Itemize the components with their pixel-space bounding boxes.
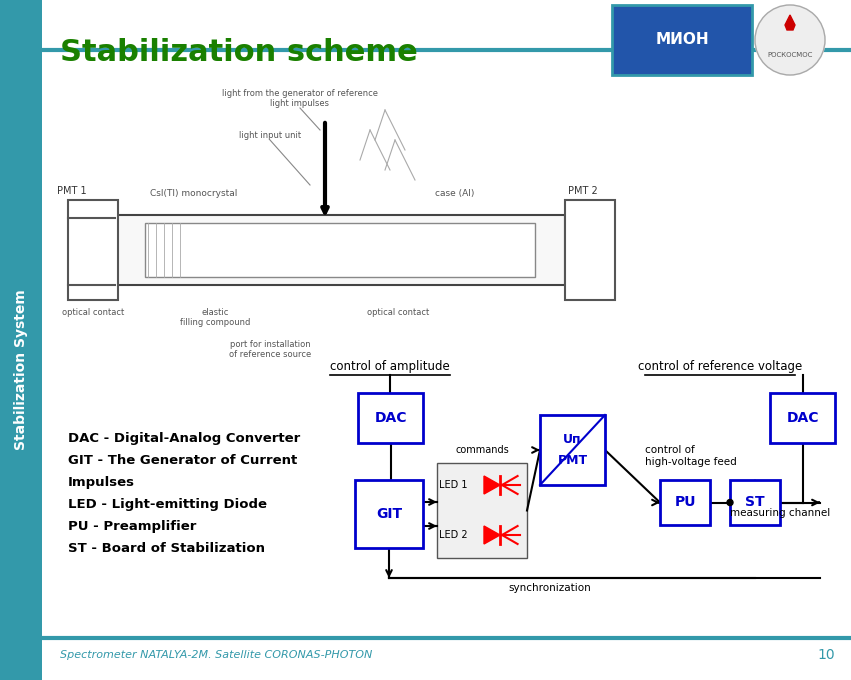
Polygon shape (785, 15, 795, 30)
Text: PMT: PMT (557, 454, 587, 467)
Text: port for installation
of reference source: port for installation of reference sourc… (229, 340, 311, 360)
Text: measuring channel: measuring channel (730, 507, 830, 517)
Circle shape (727, 500, 733, 505)
Text: DAC: DAC (786, 411, 819, 425)
Text: light from the generator of reference: light from the generator of reference (222, 89, 378, 98)
Text: 10: 10 (817, 648, 835, 662)
Text: Uп: Uп (563, 433, 582, 446)
Bar (437, 463, 527, 558)
Text: control of amplitude: control of amplitude (330, 360, 450, 373)
Text: elastic
filling compound: elastic filling compound (180, 308, 250, 327)
Text: Spectrometer NATALYA-2M. Satellite CORONAS-PHOTON: Spectrometer NATALYA-2M. Satellite CORON… (60, 650, 373, 660)
Bar (540, 415, 605, 485)
Text: control of reference voltage: control of reference voltage (638, 360, 802, 373)
Text: ST - Board of Stabilization: ST - Board of Stabilization (68, 542, 265, 555)
Text: DAC: DAC (374, 411, 407, 425)
Text: LED 1: LED 1 (439, 480, 467, 490)
Bar (730, 480, 780, 525)
Text: РОСКОСМОС: РОСКОСМОС (768, 52, 813, 58)
Bar (660, 480, 710, 525)
Text: PMT 2: PMT 2 (568, 186, 597, 196)
Text: GIT - The Generator of Current: GIT - The Generator of Current (68, 454, 297, 467)
Text: Stabilization System: Stabilization System (14, 290, 28, 450)
Bar (565, 200, 615, 300)
Text: ST: ST (745, 496, 765, 509)
Text: МИОН: МИОН (655, 33, 709, 48)
Bar (612, 5, 752, 75)
Text: LED - Light-emitting Diode: LED - Light-emitting Diode (68, 498, 267, 511)
Bar (145, 223, 535, 277)
Text: Stabilization scheme: Stabilization scheme (60, 38, 418, 67)
Text: DAC - Digital-Analog Converter: DAC - Digital-Analog Converter (68, 432, 300, 445)
Text: GIT: GIT (376, 507, 402, 521)
Text: PU - Preamplifier: PU - Preamplifier (68, 520, 197, 533)
Text: synchronization: synchronization (509, 583, 591, 593)
Text: LED 2: LED 2 (439, 530, 468, 540)
Text: light impulses: light impulses (271, 99, 329, 108)
Text: optical contact: optical contact (367, 308, 429, 317)
Bar (770, 393, 835, 443)
Circle shape (755, 5, 825, 75)
Bar (115, 215, 565, 285)
Text: control of
high-voltage feed: control of high-voltage feed (645, 445, 737, 466)
Polygon shape (484, 526, 500, 544)
Text: Impulses: Impulses (68, 476, 135, 489)
Text: commands: commands (455, 445, 509, 455)
Bar (358, 393, 423, 443)
Text: PU: PU (674, 496, 696, 509)
Text: case (Al): case (Al) (435, 189, 474, 198)
Bar (68, 200, 118, 300)
Text: CsI(Tl) monocrystal: CsI(Tl) monocrystal (150, 189, 237, 198)
Polygon shape (484, 476, 500, 494)
Bar (355, 480, 423, 548)
Text: optical contact: optical contact (62, 308, 124, 317)
Text: light input unit: light input unit (239, 131, 301, 140)
Bar (0, 0, 42, 680)
Text: PMT 1: PMT 1 (57, 186, 87, 196)
